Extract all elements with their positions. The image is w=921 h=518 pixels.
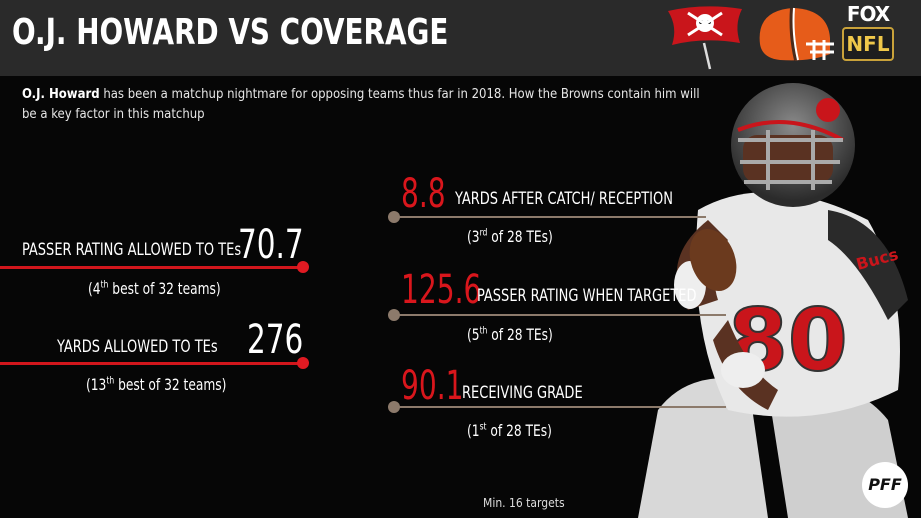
stat-label-passer-rating-targeted: PASSER RATING WHEN TARGETED [477,286,697,306]
stat-value-passer-rating-allowed: 70.7 [238,222,304,268]
stat-value-yards-allowed: 276 [247,317,304,363]
stat-rank-receiving-grade: (1st of 28 TEs) [467,421,552,440]
stat-label-yac: YARDS AFTER CATCH/ RECEPTION [455,189,673,209]
stat-divider-line [0,362,300,365]
stat-value-receiving-grade: 90.1 [401,363,464,409]
footnote: Min. 16 targets [483,496,565,510]
stat-divider-line [396,216,706,218]
header-bar: O.J. HOWARD VS COVERAGE FOX NFL [0,0,921,76]
stat-rank-yards-allowed: (13th best of 32 teams) [86,375,227,394]
intro-text: O.J. Howard has been a matchup nightmare… [22,85,712,125]
pff-badge: PFF [862,462,908,508]
stat-label-yards-allowed: YARDS ALLOWED TO TEs [57,337,218,357]
stat-divider-dot [297,261,309,273]
stat-divider-dot [297,357,309,369]
browns-helmet-icon [759,7,834,61]
player-name: O.J. Howard [22,87,100,102]
stat-rank-passer-rating-targeted: (5th of 28 TEs) [467,325,553,344]
stat-divider-dot [388,309,400,321]
stat-rank-passer-rating-allowed: (4th best of 32 teams) [88,279,221,298]
intro-body: has been a matchup nightmare for opposin… [22,87,700,122]
stat-value-yac: 8.8 [401,171,446,217]
buccaneers-logo-icon [668,6,742,70]
stat-label-passer-rating-allowed: PASSER RATING ALLOWED TO TEs [22,240,242,260]
stat-rank-yac: (3rd of 28 TEs) [467,227,553,246]
stat-divider-line [396,314,726,316]
stat-value-passer-rating-targeted: 125.6 [401,267,482,313]
nfl-label: NFL [842,27,894,61]
stat-divider-line [0,266,300,269]
page-title: O.J. HOWARD VS COVERAGE [12,12,449,53]
pff-label: PFF [868,475,902,494]
stat-divider-line [396,406,726,408]
stat-divider-dot [388,401,400,413]
player-illustration: 80 Bucs [638,83,908,518]
stat-label-receiving-grade: RECEIVING GRADE [462,383,583,403]
fox-label: FOX [846,2,890,26]
stat-divider-dot [388,211,400,223]
fox-nfl-logo: FOX NFL [842,3,894,73]
